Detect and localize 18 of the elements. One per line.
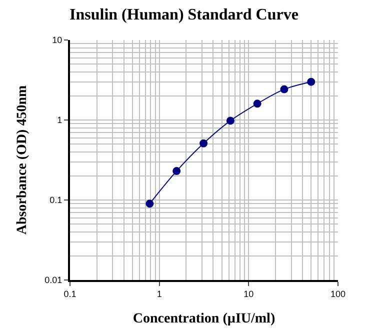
x-axis-title: Concentration (µIU/ml) bbox=[132, 312, 276, 327]
y-tick-label: 0.1 bbox=[50, 195, 62, 206]
point bbox=[146, 200, 154, 208]
x-tick-label: 0.1 bbox=[64, 288, 76, 299]
y-tick-label: 0.01 bbox=[44, 275, 62, 286]
x-tick-label: 100 bbox=[330, 288, 346, 299]
point bbox=[200, 139, 208, 148]
point bbox=[226, 116, 234, 125]
point bbox=[280, 85, 288, 94]
point bbox=[172, 167, 181, 176]
y-axis-title: Absorbance (OD) 450nm bbox=[14, 85, 30, 235]
y-tick-label: 10 bbox=[52, 35, 62, 46]
point bbox=[307, 78, 316, 86]
point bbox=[253, 100, 262, 108]
x-tick-label: 1 bbox=[156, 288, 162, 299]
y-tick-label: 1 bbox=[57, 115, 62, 126]
chart-title: Insulin (Human) Standard Curve bbox=[70, 6, 298, 24]
x-tick-label: 10 bbox=[244, 288, 254, 299]
